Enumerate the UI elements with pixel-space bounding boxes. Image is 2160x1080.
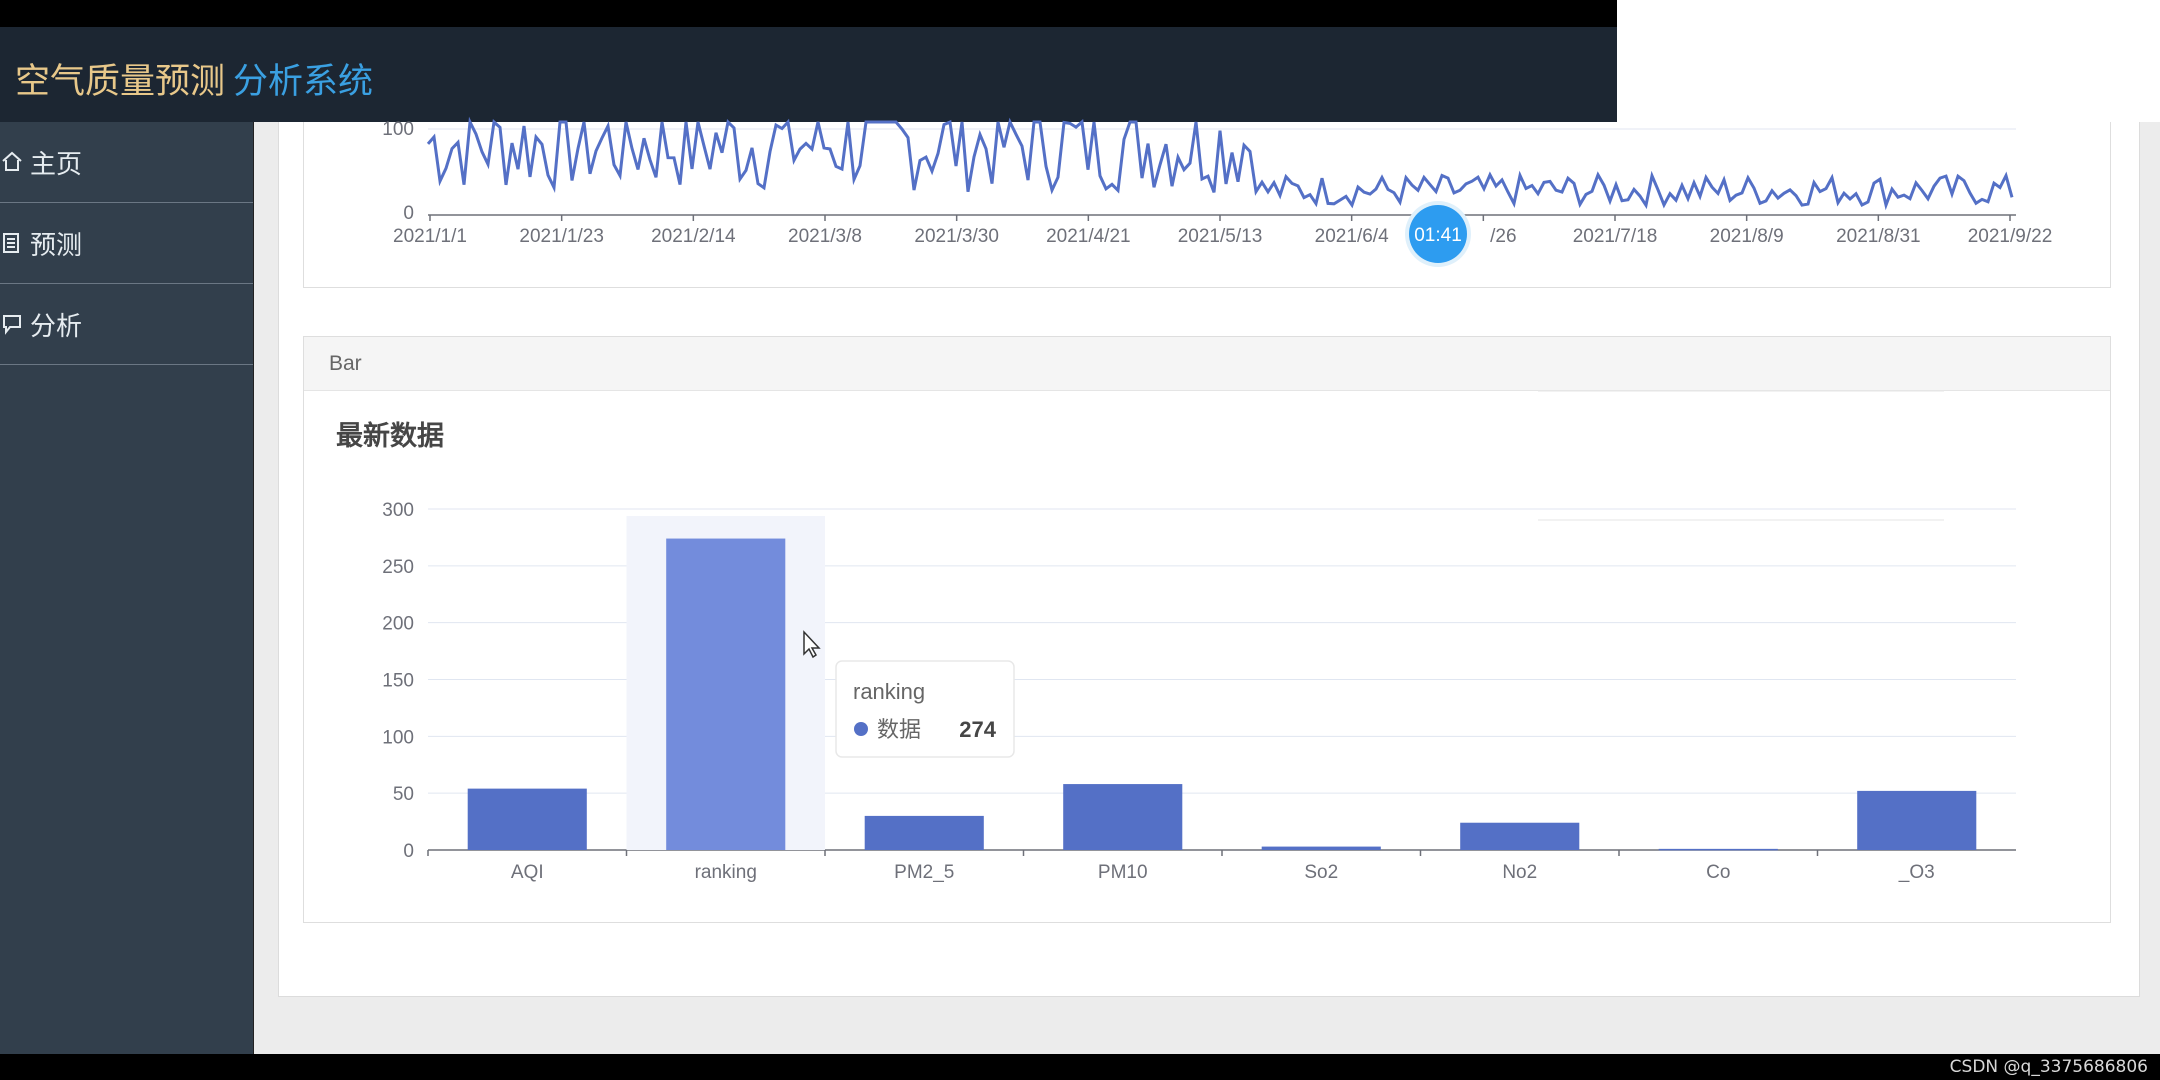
bar-pm25[interactable]	[864, 815, 984, 850]
bar-y-tick-label: 0	[403, 841, 414, 862]
sidebar-item-label: 主页	[30, 149, 83, 180]
bar-aqi[interactable]	[467, 788, 587, 850]
bar-y-tick-label: 150	[382, 671, 414, 692]
line-y-tick: 100	[382, 119, 414, 140]
bottom-black-bar	[0, 1054, 2160, 1080]
bar-chart-title: 最新数据	[336, 420, 444, 452]
app-title-part2: 分析系统	[233, 62, 374, 102]
line-x-tick-label: 2021/9/22	[1968, 226, 2053, 247]
sidebar-item-home[interactable]: 主页	[0, 122, 253, 203]
line-y-tick: 0	[403, 203, 414, 224]
app-title-part1: 空气质量预测	[15, 62, 226, 102]
timer-badge-text: 01:41	[1414, 225, 1462, 246]
timer-badge-circle[interactable]	[1409, 205, 1467, 263]
sidebar-item-label: 预测	[30, 230, 83, 261]
line-x-tick-label: 2021/8/31	[1836, 226, 1921, 247]
line-chart-card	[303, 122, 2111, 288]
bar-x-label: No2	[1502, 862, 1537, 883]
bar-y-tick-label: 200	[382, 614, 414, 635]
watermark: CSDN @q_3375686806	[1949, 1057, 2148, 1077]
list-icon	[0, 229, 24, 257]
bar-card-header: Bar	[304, 337, 2110, 391]
bar-y-tick-label: 300	[382, 500, 414, 521]
bar-x-label: Co	[1706, 862, 1730, 883]
bar-bars	[467, 538, 1977, 851]
line-x-tick-label: 2021/6/4	[1315, 226, 1389, 247]
tooltip-title: ranking	[853, 679, 925, 704]
line-x-tick-label: /26	[1490, 226, 1516, 247]
home-icon	[0, 148, 24, 176]
app-title: 空气质量预测 分析系统	[15, 53, 373, 104]
line-x-tick-label: 2021/7/18	[1573, 226, 1658, 247]
sidebar: 主页 预测 分析	[0, 122, 254, 1054]
bar-x-label: AQI	[511, 862, 544, 883]
bar-no2[interactable]	[1460, 822, 1580, 850]
line-x-tick-label: 2021/4/21	[1046, 226, 1131, 247]
tooltip-series-label: 数据	[877, 718, 921, 743]
bar-y-tick-label: 50	[393, 784, 414, 805]
line-x-ticks: 2021/1/1 2021/1/23 2021/2/14 2021/3/8 2021/3…	[393, 215, 2052, 247]
line-x-tick-label: 2021/1/23	[519, 226, 604, 247]
bar-x-labels: AQI ranking PM2_5 PM10 So2 No2 Co _O3	[427, 850, 1935, 883]
bar-o3[interactable]	[1857, 790, 1977, 850]
sidebar-item-label: 分析	[30, 311, 83, 342]
bar-chart: 0 50 100 150 200 250 300 AQI ranking PM2_5 PM10 So…	[382, 500, 2016, 883]
line-x-tick-label: 2021/1/1	[393, 226, 467, 247]
bar-x-label: PM2_5	[894, 862, 954, 883]
bar-x-label: ranking	[695, 862, 757, 883]
app-header: 空气质量预测 分析系统	[0, 27, 1617, 122]
tooltip-box	[835, 660, 1015, 758]
bar-co[interactable]	[1658, 848, 1778, 851]
sidebar-item-predict[interactable]: 预测	[0, 203, 253, 284]
line-x-tick-label: 2021/2/14	[651, 226, 736, 247]
line-x-tick-label: 2021/8/9	[1710, 226, 1784, 247]
cursor-icon	[803, 630, 821, 659]
tooltip-marker-icon	[854, 722, 868, 736]
line-x-tick-label: 2021/3/8	[788, 226, 862, 247]
timer-badge[interactable]: 01:41	[1405, 201, 1471, 267]
tooltip-value: 274	[959, 717, 996, 742]
line-series	[426, 116, 2014, 211]
line-x-tick-label: 2021/3/30	[914, 226, 999, 247]
sidebar-item-analysis[interactable]: 分析	[0, 284, 253, 365]
white-patch	[1617, 0, 2160, 122]
comment-icon	[0, 310, 24, 338]
bar-ranking[interactable]	[666, 538, 786, 850]
tooltip: ranking 数据 274	[835, 660, 1015, 758]
line-chart: 100 0 2021/1/1 2021/1/23 2021/2/14 2021/3/8…	[382, 116, 2052, 247]
bar-so2[interactable]	[1261, 846, 1381, 850]
bar-pm10[interactable]	[1063, 784, 1183, 850]
bar-chart-card: Bar	[303, 336, 2111, 923]
bar-x-label: PM10	[1098, 862, 1148, 883]
bar-x-label: _O3	[1898, 862, 1935, 883]
bar-y-tick-label: 250	[382, 557, 414, 578]
bar-y-tick-label: 100	[382, 727, 414, 748]
line-x-tick-label: 2021/5/13	[1178, 226, 1263, 247]
bar-x-label: So2	[1304, 862, 1338, 883]
